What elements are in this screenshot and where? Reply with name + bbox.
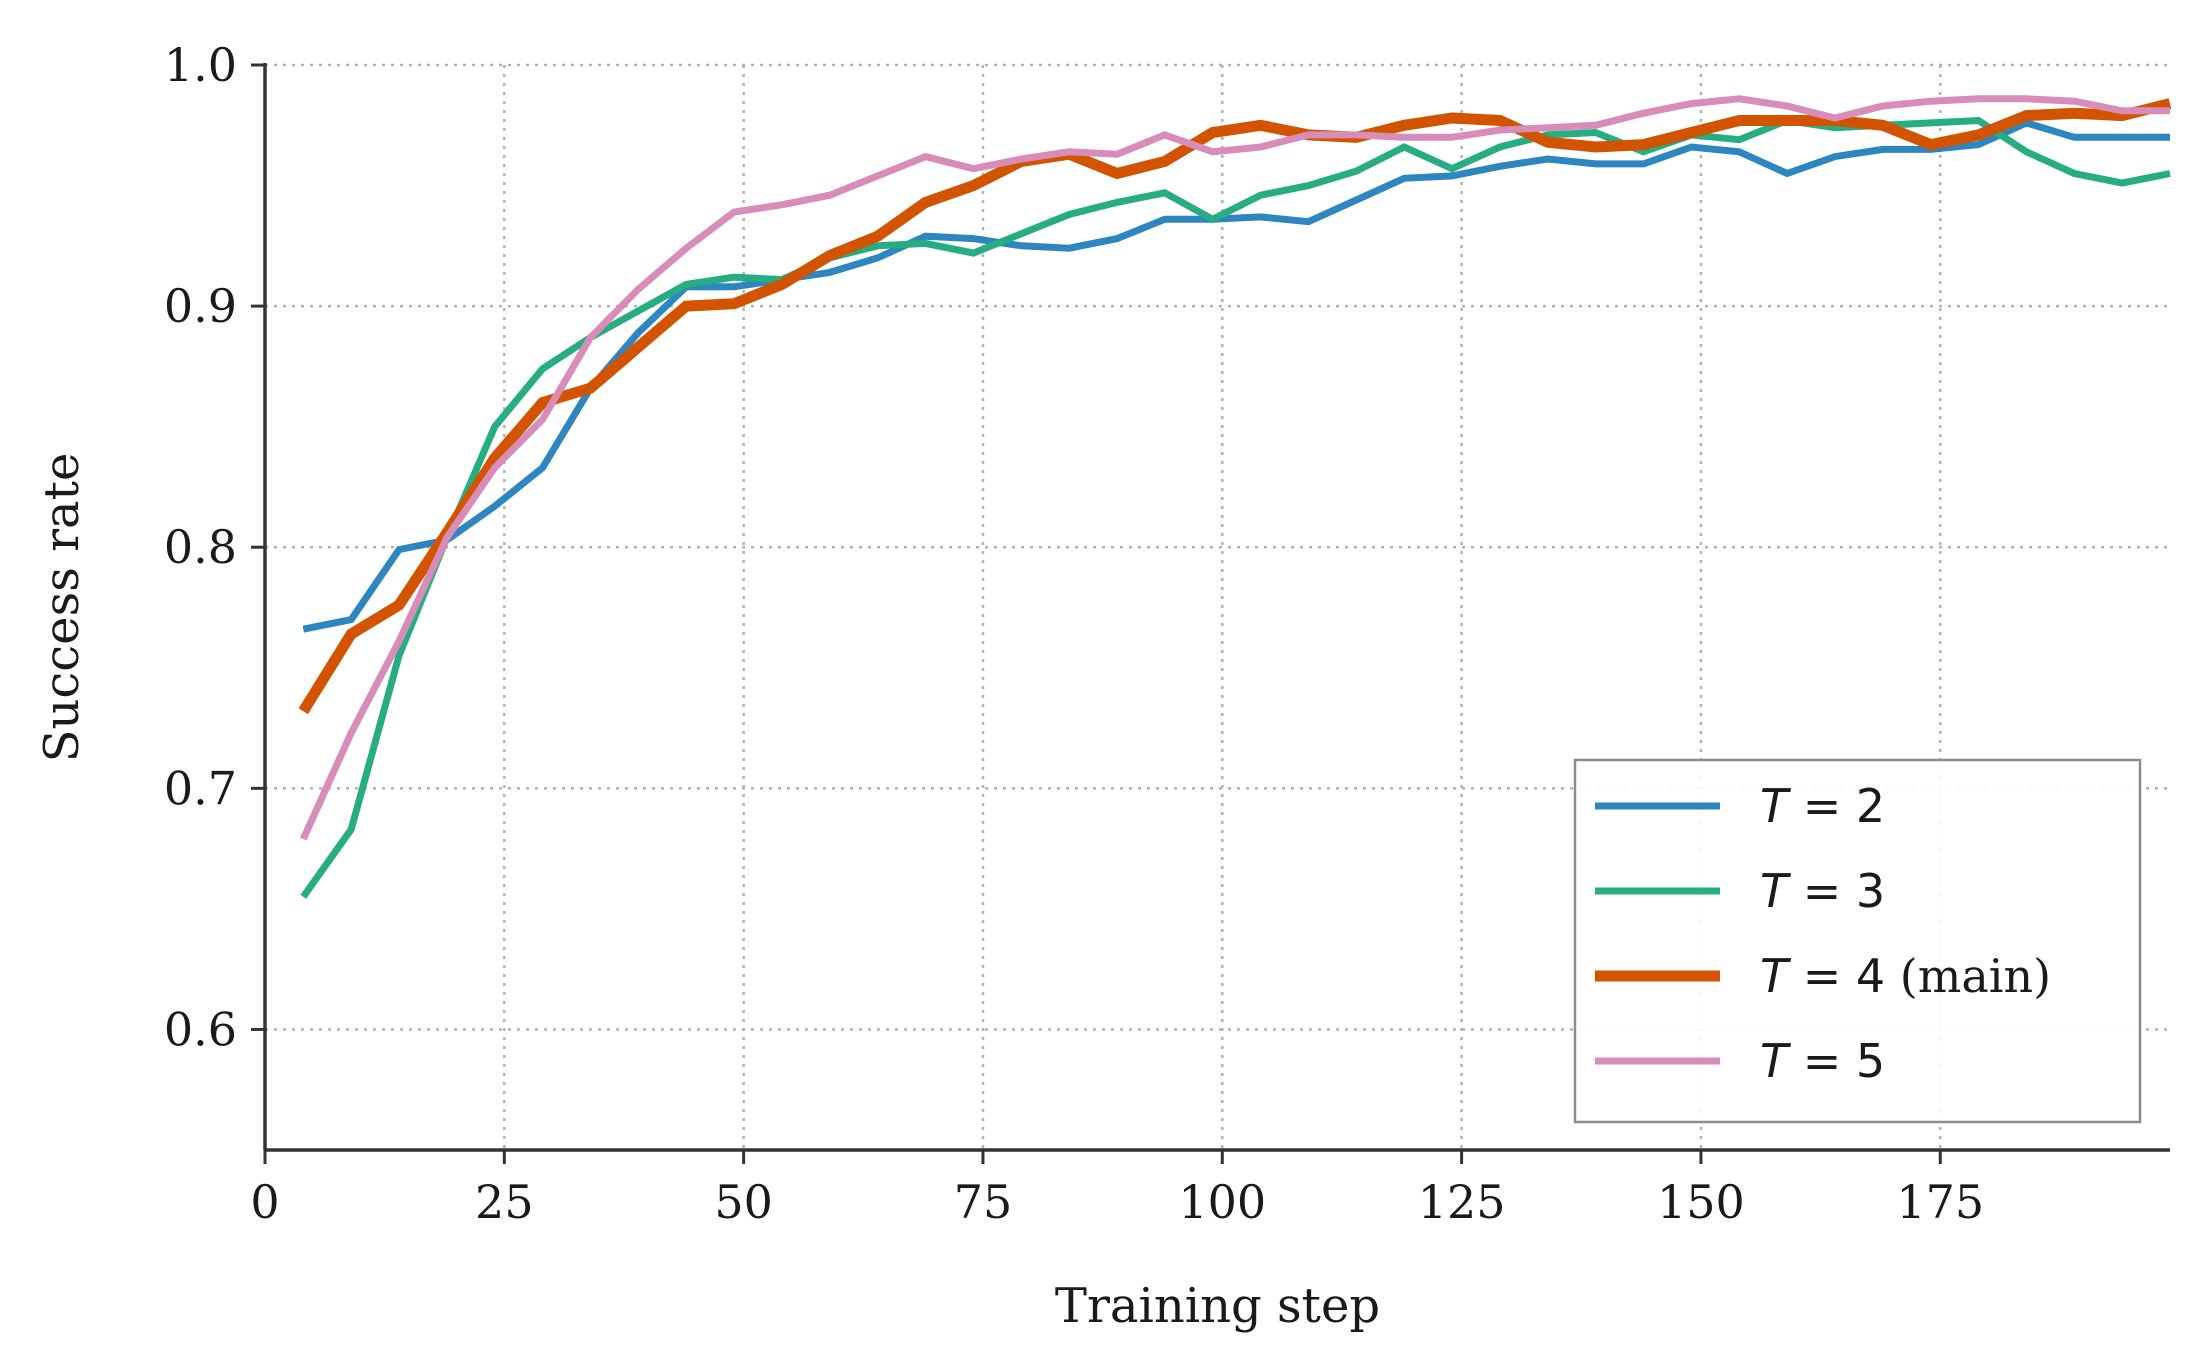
axes	[251, 63, 2170, 1164]
x-axis-title: Training step	[1055, 1278, 1380, 1334]
tick-labels: 0 25 50 75 100 125 150 175 0.6 0.7 0.8 0.9 1.0	[164, 38, 1984, 1229]
y-axis-title: Success rate	[34, 453, 90, 763]
y-tick-label-1: 0.7	[164, 761, 237, 815]
x-tick-label-2: 50	[714, 1175, 773, 1229]
series-line-4	[300, 95, 2170, 841]
legend-label-4: T = 5	[1760, 1034, 1885, 1088]
legend-label-2: T = 3	[1760, 864, 1885, 918]
x-tick-label-4: 100	[1178, 1175, 1266, 1229]
y-tick-label-2: 0.8	[164, 520, 237, 574]
series-line-1	[302, 119, 2170, 633]
legend-label-3: T = 4 (main)	[1760, 949, 2051, 1003]
y-tick-label-0: 0.6	[164, 1002, 237, 1056]
y-tick-label-3: 0.9	[164, 279, 237, 333]
x-tick-label-5: 125	[1418, 1175, 1506, 1229]
series-line-3	[298, 98, 2172, 715]
x-tick-label-7: 175	[1896, 1175, 1984, 1229]
y-tick-label-4: 1.0	[164, 38, 237, 92]
x-tick-label-1: 25	[475, 1175, 534, 1229]
x-tick-label-3: 75	[954, 1175, 1013, 1229]
legend-label-1: T = 2	[1760, 779, 1885, 833]
series-lines	[298, 95, 2172, 899]
legend: T = 2 T = 3 T = 4 (main) T = 5	[1573, 758, 2142, 1124]
x-tick-label-0: 0	[250, 1175, 279, 1229]
x-tick-label-6: 150	[1657, 1175, 1745, 1229]
